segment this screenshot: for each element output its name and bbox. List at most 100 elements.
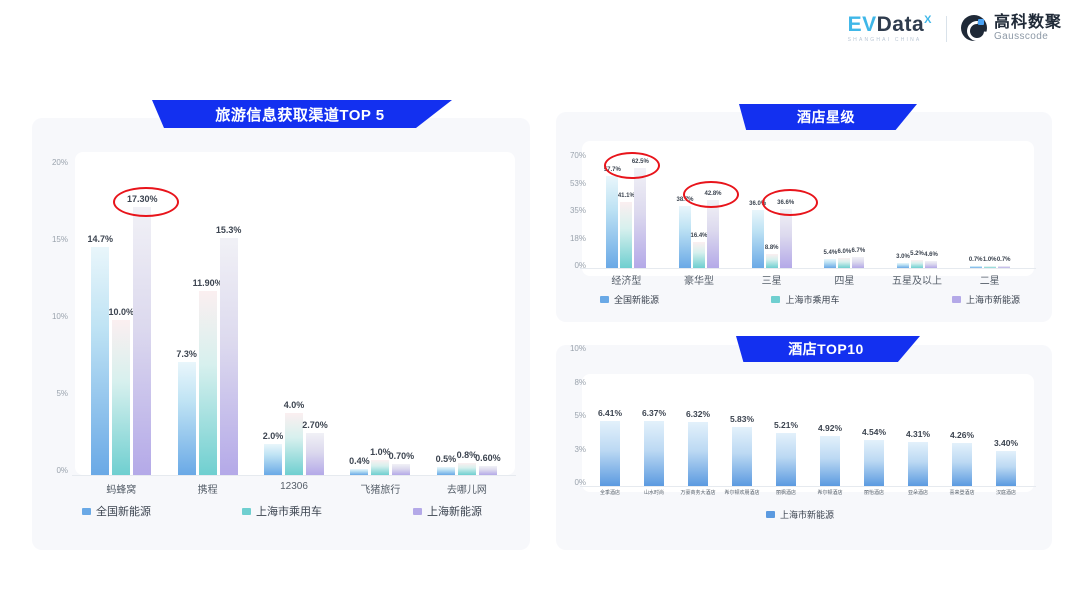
plot-area-hotel-star: 57.7% 41.1% 62.5% 38.7% 16.4% 42.8% 36.0% 8.8% 3… (590, 156, 1026, 268)
bar-四星-全国新能源[interactable]: 5.4% (824, 250, 837, 268)
bar-二星-上海市乘用车[interactable]: 1.0% (983, 257, 997, 268)
bar-经济型-全国新能源[interactable]: 57.7% (604, 167, 621, 268)
bar-亚朵酒店-上海市新能源[interactable]: 4.31% (906, 429, 930, 486)
bar-携程-上海市乘用车[interactable]: 11.90% (193, 278, 223, 475)
x-label-9: 汉庭酒店 (995, 490, 1016, 496)
bar-value-label: 5.4% (823, 250, 838, 257)
legend-swatch-icon (82, 507, 91, 515)
bar-蚂蜂窝-上海市乘用车[interactable]: 10.0% (108, 307, 134, 475)
bar-group: 0.4% 1.0% 0.70% (337, 165, 423, 475)
bar-group: 4.54% (852, 384, 896, 486)
y-tick-3: 5% (56, 389, 68, 398)
bar-四星-上海市乘用车[interactable]: 6.0% (838, 249, 851, 268)
bar-汉庭酒店-上海市新能源[interactable]: 3.40% (994, 438, 1018, 486)
legend-item-上海市乘用车[interactable]: 上海市乘用车 (771, 293, 840, 306)
bar-蚂蜂窝-上海新能源[interactable]: 17.30% (127, 194, 157, 475)
gausscode-cn-name: 高科数聚 (993, 13, 1062, 31)
bar-三星-上海市乘用车[interactable]: 8.8% (765, 245, 779, 268)
bar-二星-上海市新能源[interactable]: 0.7% (997, 257, 1011, 268)
legend-label: 上海市乘用车 (256, 506, 322, 518)
legend-item-上海市新能源[interactable]: 上海市新能源 (765, 508, 834, 521)
bar-二星-全国新能源[interactable]: 0.7% (969, 257, 983, 268)
bar-豪华型-上海市新能源[interactable]: 42.8% (704, 191, 722, 268)
bar-value-label: 0.8% (456, 449, 478, 460)
bar-经济型-上海市新能源[interactable]: 62.5% (632, 159, 649, 268)
x-axis-labels-hotel-top10: 全季酒店 山水时尚 万豪商务大酒店 希尔顿欢朋酒店 丽枫酒店 希尔顿酒店 丽怡酒店 亚朵酒店 喜… (588, 489, 1028, 496)
bar-万豪商务大酒店-上海市新能源[interactable]: 6.32% (686, 409, 710, 486)
x-axis-line-travel-channels (72, 475, 516, 476)
bar-五星及以上-上海市新能源[interactable]: 4.6% (924, 252, 938, 268)
chart-card-hotel-star (582, 141, 1034, 276)
legend-item-全国新能源[interactable]: 全国新能源 (600, 293, 659, 306)
evdata-data-text: Data (876, 13, 925, 36)
bar-三星-上海市新能源[interactable]: 36.6% (777, 200, 794, 268)
legend-item-全国新能源[interactable]: 全国新能源 (82, 503, 151, 519)
gausscode-en-name: Gausscode (993, 30, 1049, 42)
bar-group: 4.92% (808, 384, 852, 486)
bar-group: 7.3% 11.90% 15.3% (164, 165, 250, 475)
bar-丽怡酒店-上海市新能源[interactable]: 4.54% (862, 427, 886, 486)
bar-group: 4.31% (896, 384, 940, 486)
bar-value-label: 41.1% (617, 193, 635, 200)
bar-全季酒店-上海市新能源[interactable]: 6.41% (598, 408, 622, 486)
bar-12306-全国新能源[interactable]: 2.0% (263, 431, 283, 475)
bar-经济型-上海市乘用车[interactable]: 41.1% (618, 193, 635, 268)
bar-丽枫酒店-上海市新能源[interactable]: 5.21% (774, 420, 798, 486)
bar-group: 6.32% (676, 384, 720, 486)
bar-12306-上海新能源[interactable]: 2.70% (302, 420, 328, 475)
bar-五星及以上-全国新能源[interactable]: 3.0% (896, 254, 910, 268)
legend-travel-channels: 全国新能源 上海市乘用车 上海新能源 (82, 503, 482, 519)
y-tick-0: 70% (569, 151, 586, 160)
bar-飞猪旅行-上海市乘用车[interactable]: 1.0% (370, 447, 391, 475)
legend-swatch-icon (600, 296, 609, 303)
x-axis-line-hotel-top10 (580, 486, 1036, 487)
bar-group: 2.0% 4.0% 2.70% (251, 165, 337, 475)
bar-希尔顿酒店-上海市新能源[interactable]: 4.92% (818, 423, 842, 486)
bar-value-label: 7.3% (176, 348, 197, 359)
legend-hotel-top10: 上海市新能源 (700, 508, 900, 521)
evdata-ev-text: EV (847, 13, 877, 36)
brand-divider (945, 15, 947, 42)
bar-携程-全国新能源[interactable]: 7.3% (176, 349, 197, 475)
bar-value-label: 1.0% (370, 446, 391, 457)
bar-value-label: 5.21% (773, 419, 799, 430)
x-label-2: 12306 (280, 481, 308, 492)
bar-group: 5.4% 6.0% 6.7% (808, 156, 881, 268)
bar-value-label: 5.83% (729, 413, 755, 424)
bar-飞猪旅行-上海新能源[interactable]: 0.70% (389, 451, 414, 475)
bar-三星-全国新能源[interactable]: 36.0% (749, 201, 766, 268)
bar-去哪儿网-全国新能源[interactable]: 0.5% (436, 454, 456, 475)
legend-item-上海新能源[interactable]: 上海新能源 (413, 503, 482, 519)
legend-swatch-icon (771, 296, 781, 303)
bar-四星-上海市新能源[interactable]: 6.7% (852, 248, 865, 268)
bar-希尔顿欢朋酒店-上海市新能源[interactable]: 5.83% (730, 414, 754, 486)
bar-豪华型-上海市乘用车[interactable]: 16.4% (690, 233, 708, 268)
legend-item-上海市新能源[interactable]: 上海市新能源 (951, 293, 1020, 306)
bar-value-label: 1.0% (982, 257, 997, 263)
bar-value-label: 14.7% (87, 234, 113, 245)
legend-label: 上海市新能源 (965, 295, 1020, 305)
bar-value-label: 3.40% (993, 438, 1019, 449)
bar-去哪儿网-上海新能源[interactable]: 0.60% (475, 453, 501, 475)
y-axis-hotel-top10: 10% 8% 5% 3% 0% (556, 345, 586, 487)
bar-山水时尚-上海市新能源[interactable]: 6.37% (642, 408, 666, 486)
bar-携程-上海新能源[interactable]: 15.3% (216, 225, 241, 475)
bar-value-label: 0.4% (349, 455, 370, 466)
bar-group: 0.7% 1.0% 0.7% (953, 156, 1026, 268)
bar-五星及以上-上海市乘用车[interactable]: 5.2% (910, 251, 924, 268)
bar-value-label: 4.6% (924, 251, 938, 258)
bar-喜来登酒店-上海市新能源[interactable]: 4.26% (950, 430, 974, 486)
legend-hotel-star: 全国新能源 上海市乘用车 上海市新能源 (600, 293, 1020, 306)
bar-蚂蜂窝-全国新能源[interactable]: 14.7% (87, 234, 113, 475)
legend-label: 上海市乘用车 (785, 295, 840, 305)
bar-value-label: 6.32% (685, 408, 711, 419)
bar-豪华型-全国新能源[interactable]: 38.7% (676, 197, 694, 268)
bar-value-label: 6.7% (851, 248, 866, 255)
gausscode-logo: 高科数聚 Gausscode (960, 13, 1062, 42)
bar-12306-上海市乘用车[interactable]: 4.0% (284, 400, 304, 475)
legend-label: 全国新能源 (96, 506, 151, 518)
bar-飞猪旅行-全国新能源[interactable]: 0.4% (349, 456, 370, 475)
legend-item-上海市乘用车[interactable]: 上海市乘用车 (242, 503, 322, 519)
chart-title-travel-channels: 旅游信息获取渠道TOP 5 (152, 100, 452, 128)
bar-去哪儿网-上海市乘用车[interactable]: 0.8% (457, 450, 477, 475)
